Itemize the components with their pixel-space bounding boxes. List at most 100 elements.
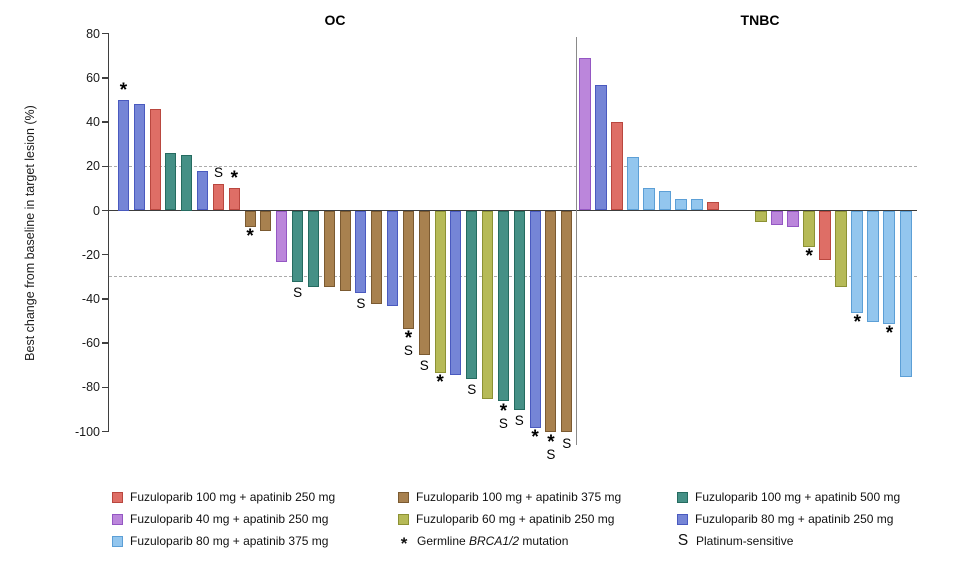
bar-marker-starS: * S <box>499 400 508 431</box>
bar-tnbc-16 <box>851 211 864 314</box>
bar-tnbc-6 <box>658 190 671 211</box>
bar-oc-13 <box>307 211 319 287</box>
bar-marker-star: * <box>531 427 539 449</box>
bar-oc-24 <box>482 211 494 400</box>
bar-tnbc-12 <box>787 211 800 227</box>
bar-tnbc-13 <box>803 211 816 247</box>
brca-mutation-star-icon: * <box>547 431 555 453</box>
bar-oc-6 <box>197 170 209 211</box>
bar-oc-29 <box>561 211 573 433</box>
bar-marker-star: * <box>119 80 128 101</box>
bar-tnbc-18 <box>883 211 896 325</box>
legend-label-part: Germline <box>417 534 470 548</box>
bar-tnbc-3 <box>610 122 623 211</box>
bar-marker-S: S <box>293 286 302 300</box>
bar-tnbc-17 <box>867 211 880 322</box>
legend-column-2: Fuzuloparib 100 mg + apatinib 375 mg Fuzu… <box>398 486 621 553</box>
bar-oc-7 <box>212 183 224 211</box>
reference-line-20 <box>109 165 917 167</box>
legend-swatch-f100a250 <box>112 491 123 503</box>
bar-oc-11 <box>276 211 288 263</box>
y-axis-tick <box>102 121 109 123</box>
y-tick-label: 0 <box>93 203 100 218</box>
y-axis-title: Best change from baseline in target lesi… <box>23 105 37 361</box>
bar-marker-star: * <box>885 323 894 345</box>
legend-swatch-f100a375 <box>398 491 409 503</box>
bar-oc-3 <box>149 108 161 211</box>
bar-marker-star: * <box>230 168 238 190</box>
bar-oc-10 <box>260 211 272 232</box>
platinum-sensitive-mark: S <box>546 446 556 462</box>
y-axis-tick <box>102 386 109 389</box>
panel-title-tnbc: TNBC <box>740 12 780 28</box>
brca-mutation-star-icon: * <box>499 400 508 422</box>
y-tick-label: -20 <box>81 247 100 262</box>
legend-label: Germline BRCA1/2 mutation <box>417 534 568 548</box>
bar-oc-23 <box>466 211 478 380</box>
brca-mutation-star-icon: * <box>805 245 813 267</box>
brca-mutation-star-icon: * <box>853 312 862 334</box>
platinum-sensitive-mark: S <box>514 413 524 429</box>
bar-marker-star: * <box>246 227 253 246</box>
bar-tnbc-2 <box>594 84 607 211</box>
brca-mutation-star-icon: * <box>230 168 238 190</box>
bar-oc-18 <box>387 211 399 307</box>
bar-oc-1 <box>118 100 129 211</box>
bar-oc-20 <box>418 211 430 356</box>
bar-marker-S: S <box>356 297 365 311</box>
bar-oc-17 <box>371 211 383 305</box>
y-axis-tick <box>102 342 109 344</box>
platinum-sensitive-mark: S <box>467 382 477 398</box>
bar-marker-S: S <box>420 359 429 373</box>
bar-marker-star: * <box>853 312 862 334</box>
legend-item-f60a250: Fuzuloparib 60 mg + apatinib 250 mg <box>398 508 621 530</box>
brca-mutation-star-icon: * <box>885 323 894 345</box>
y-tick-label: 40 <box>86 115 100 130</box>
bar-tnbc-4 <box>626 157 639 211</box>
y-tick-label: -40 <box>81 291 100 306</box>
legend-item-marker-s: S Platinum-sensitive <box>677 530 900 552</box>
panel-divider <box>576 37 578 445</box>
y-axis-tick <box>102 165 109 168</box>
bar-oc-2 <box>133 104 145 211</box>
bar-oc-25 <box>497 211 509 402</box>
brca-mutation-star-icon: * <box>400 534 408 553</box>
y-tick-label: -100 <box>74 424 100 439</box>
platinum-sensitive-mark: S <box>419 358 429 374</box>
legend-item-b80a250: Fuzuloparib 80 mg + apatinib 250 mg <box>677 508 900 530</box>
bar-oc-26 <box>513 211 525 411</box>
legend-swatch-b80a250 <box>677 513 688 525</box>
bar-oc-9 <box>244 211 256 227</box>
legend-swatch-f100a500 <box>677 491 688 503</box>
bar-oc-12 <box>292 211 304 283</box>
y-tick-label: 80 <box>86 26 100 41</box>
brca-mutation-star-icon: * <box>531 427 539 449</box>
legend-item-f100a250: Fuzuloparib 100 mg + apatinib 250 mg <box>112 486 335 508</box>
bar-oc-15 <box>339 211 351 291</box>
y-tick-label: 60 <box>86 70 100 85</box>
platinum-sensitive-mark: S <box>356 296 366 312</box>
legend-label: Fuzuloparib 60 mg + apatinib 250 mg <box>416 512 615 526</box>
bar-oc-21 <box>434 211 446 373</box>
bar-tnbc-7 <box>674 199 687 211</box>
y-axis-tick <box>102 253 109 256</box>
bar-oc-28 <box>545 211 557 433</box>
bar-oc-4 <box>165 153 177 211</box>
y-axis-tick <box>102 209 109 212</box>
bar-oc-8 <box>228 188 240 211</box>
bar-marker-star: * <box>805 245 813 267</box>
platinum-sensitive-mark: S <box>403 342 413 358</box>
bar-oc-27 <box>529 211 541 428</box>
y-axis-line <box>107 33 110 432</box>
platinum-sensitive-mark: S <box>562 435 572 451</box>
bar-tnbc-14 <box>819 211 832 260</box>
bar-tnbc-8 <box>690 199 703 211</box>
legend-label: Fuzuloparib 100 mg + apatinib 500 mg <box>695 490 901 504</box>
reference-line--30 <box>109 276 917 278</box>
legend-swatch-b80a375 <box>112 535 123 547</box>
brca-mutation-star-icon: * <box>436 371 444 393</box>
bar-tnbc-10 <box>755 211 768 223</box>
bar-marker-starS: * S <box>546 431 556 462</box>
brca-mutation-star-icon: * <box>119 80 128 101</box>
